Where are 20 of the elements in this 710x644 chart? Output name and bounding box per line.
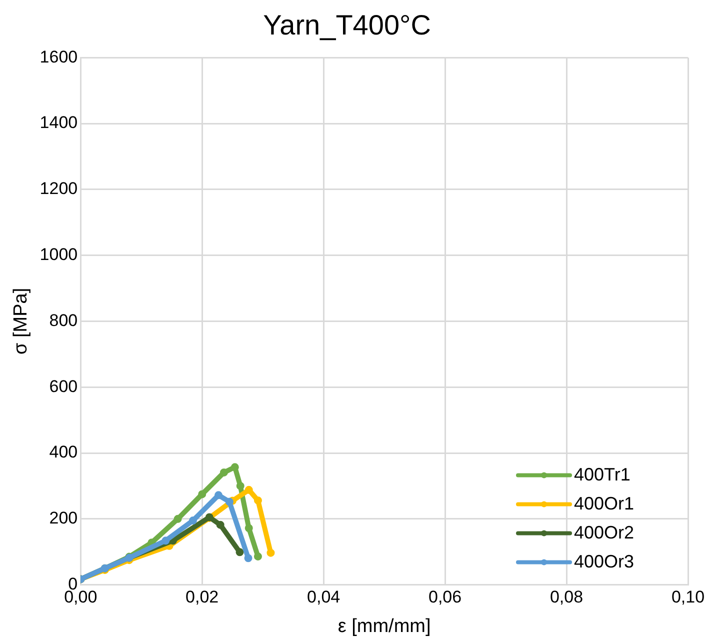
x-axis-title: ε [mm/mm] xyxy=(338,616,431,637)
x-tick-label: 0,08 xyxy=(550,588,584,607)
y-tick-label: 800 xyxy=(49,310,78,330)
y-tick-label: 600 xyxy=(49,376,78,396)
x-tick-label: 0,02 xyxy=(186,588,219,607)
y-tick-label: 200 xyxy=(49,508,78,528)
x-tick-label: 0,06 xyxy=(428,588,462,607)
x-tick-label: 0,04 xyxy=(307,588,340,607)
legend-label: 400Or1 xyxy=(574,493,634,514)
y-tick-label: 1600 xyxy=(40,47,78,66)
x-tick-label: 0,10 xyxy=(671,588,705,607)
y-tick-label: 1400 xyxy=(40,113,78,132)
legend-label: 400Tr1 xyxy=(574,464,630,484)
legend-label: 400Or3 xyxy=(574,551,634,572)
y-axis-title: σ [MPa] xyxy=(10,288,32,355)
y-tick-label: 400 xyxy=(49,442,78,462)
legend-label: 400Or2 xyxy=(574,522,634,542)
y-tick-label: 1000 xyxy=(40,244,78,264)
chart-title: Yarn_T400°C xyxy=(263,10,431,41)
y-tick-label: 1200 xyxy=(40,179,78,198)
